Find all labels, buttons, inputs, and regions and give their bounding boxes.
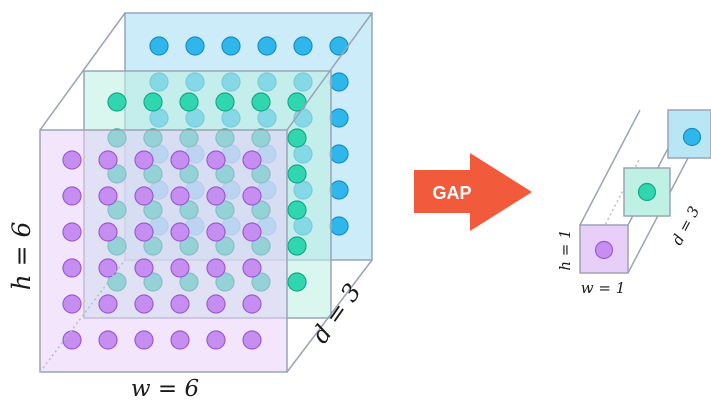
dot-front	[242, 222, 262, 242]
dot-back	[257, 36, 277, 56]
dot-back	[149, 36, 169, 56]
dot-middle	[287, 128, 307, 148]
feature-map-block	[39, 12, 373, 373]
dot-front	[170, 330, 190, 350]
dot-front	[242, 258, 262, 278]
arrow-label: GAP	[432, 183, 471, 203]
dot-back	[329, 180, 349, 200]
dot-middle	[287, 200, 307, 220]
slice-front-face	[39, 129, 288, 373]
dot-front	[98, 222, 118, 242]
pooled-depth-label: d = 3	[668, 203, 703, 248]
pooled-dot-middle	[637, 182, 657, 202]
dot-front	[62, 150, 82, 170]
dot-front	[206, 294, 226, 314]
height-label: h = 6	[7, 221, 36, 290]
dot-back	[293, 36, 313, 56]
dot-front	[242, 294, 262, 314]
pooled-dot-front	[594, 240, 614, 260]
width-label: w = 6	[131, 376, 199, 400]
dot-front	[98, 330, 118, 350]
dot-back	[221, 36, 241, 56]
dot-front	[98, 186, 118, 206]
dot-front	[98, 294, 118, 314]
pooled-dot-back	[682, 127, 702, 147]
block-edges	[39, 12, 373, 373]
dot-middle	[179, 92, 199, 112]
dot-front	[242, 150, 262, 170]
slice-front-dots	[62, 150, 262, 350]
dot-front	[134, 258, 154, 278]
dot-front	[134, 222, 154, 242]
dot-front	[62, 222, 82, 242]
dot-front	[134, 186, 154, 206]
dot-middle	[143, 92, 163, 112]
dot-middle	[215, 92, 235, 112]
dot-front	[134, 150, 154, 170]
dot-back	[329, 36, 349, 56]
dot-front	[170, 258, 190, 278]
dot-front	[62, 330, 82, 350]
dot-front	[98, 150, 118, 170]
pooled-block	[579, 109, 711, 274]
dot-front	[134, 294, 154, 314]
dot-back	[329, 144, 349, 164]
dot-middle	[287, 236, 307, 256]
dot-back	[185, 36, 205, 56]
dot-front	[134, 330, 154, 350]
dot-back	[329, 72, 349, 92]
dot-front	[206, 150, 226, 170]
dot-middle	[287, 92, 307, 112]
dot-front	[206, 258, 226, 278]
dot-front	[242, 330, 262, 350]
dot-front	[170, 222, 190, 242]
dot-middle	[287, 164, 307, 184]
gap-arrow: GAP	[414, 153, 532, 231]
dot-middle	[287, 272, 307, 292]
dot-front	[62, 258, 82, 278]
dot-middle	[107, 92, 127, 112]
dot-front	[170, 294, 190, 314]
pooled-height-label: h = 1	[556, 229, 574, 270]
dot-front	[62, 186, 82, 206]
dot-front	[206, 186, 226, 206]
dot-front	[170, 186, 190, 206]
dot-back	[329, 216, 349, 236]
dot-front	[206, 222, 226, 242]
arrow-shape	[414, 153, 532, 231]
dot-front	[62, 294, 82, 314]
dot-front	[170, 150, 190, 170]
dot-middle	[251, 92, 271, 112]
pooled-width-label: w = 1	[581, 279, 626, 297]
dot-front	[242, 186, 262, 206]
dot-back	[329, 108, 349, 128]
dot-front	[206, 330, 226, 350]
dot-front	[98, 258, 118, 278]
